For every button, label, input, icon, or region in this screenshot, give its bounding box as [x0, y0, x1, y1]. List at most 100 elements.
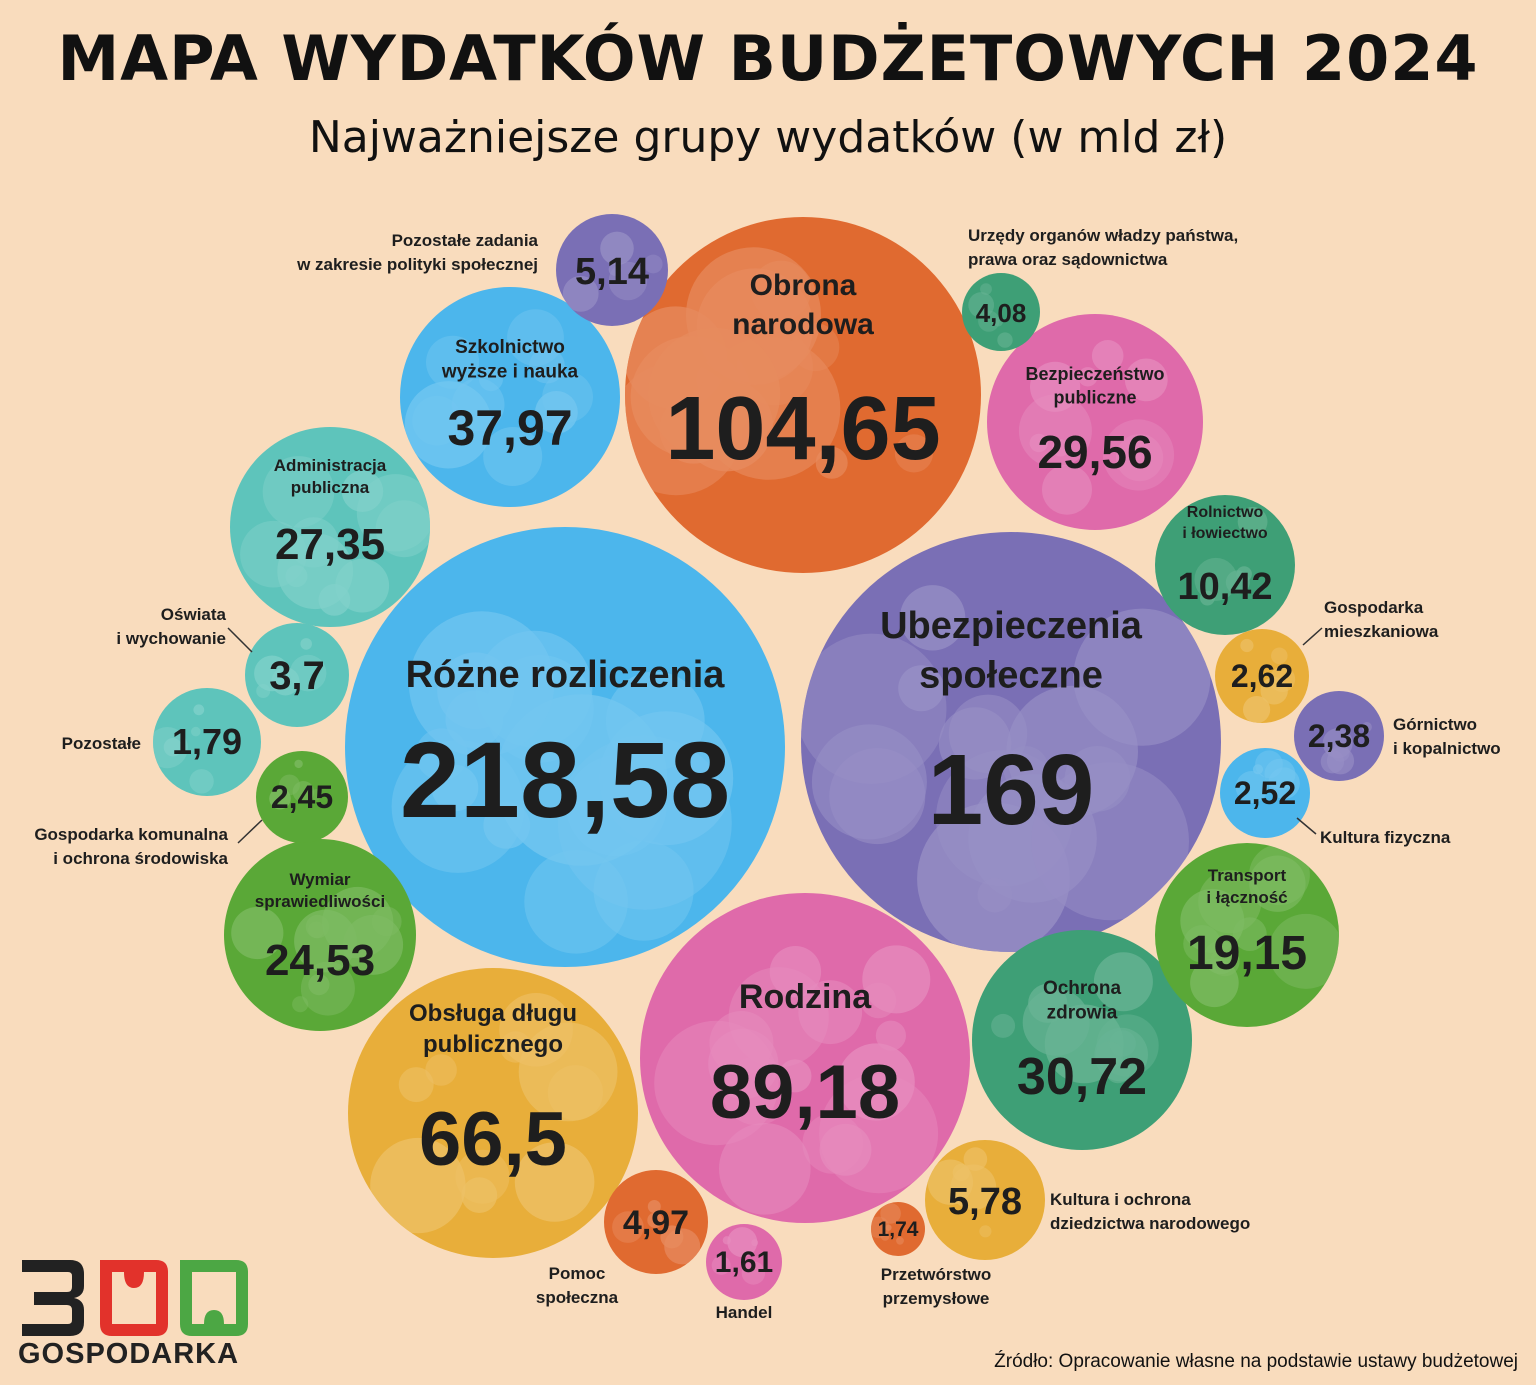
bubble-texture [968, 283, 1013, 348]
bubble-value: 19,15 [1187, 927, 1307, 980]
bubble-value: 89,18 [710, 1050, 900, 1135]
bubble-label: Wymiar [289, 870, 350, 889]
bubble-4: Obsługa długu publicznego 66,5 [348, 968, 638, 1258]
bubble-7: Bezpieczeństwo publiczne 29,56 [987, 314, 1203, 530]
bubble-texture [370, 993, 618, 1234]
leader-line [1302, 627, 1323, 646]
bubble-label: Handel [716, 1303, 773, 1322]
bubble-label: społeczne [919, 654, 1103, 696]
leader-line [1296, 817, 1317, 835]
bubble-label: Rolnictwo [1187, 504, 1264, 521]
bubble-value: 104,65 [665, 379, 940, 479]
bubble-label: Gospodarka komunalna [34, 825, 228, 844]
bubble-2: Obrona narodowa 104,65 [625, 217, 981, 573]
bubble-texture [801, 585, 1211, 952]
bubble-label: narodowa [732, 308, 874, 341]
leader-line [227, 627, 253, 653]
bubble-15: 4,08 Urzędy organów władzy państwa, prawa … [962, 226, 1238, 351]
bubble-texture [654, 945, 939, 1215]
bubble-label: sprawiedliwości [255, 892, 385, 911]
bubble-label: wyższe i nauka [441, 362, 579, 383]
bubble-14: 4,97 Pomoc społeczna [536, 1170, 708, 1307]
bubble-5: Szkolnictwo wyższe i nauka 37,97 [400, 287, 620, 507]
bubble-texture [1320, 722, 1372, 775]
bubble-label: publicznego [423, 1031, 563, 1058]
bubble-value: 24,53 [265, 936, 375, 985]
bubble-texture [391, 611, 734, 954]
bubble-label: Oświata [161, 605, 227, 624]
bubble-texture [711, 1227, 766, 1285]
bubble-label: i wychowanie [116, 629, 226, 648]
bubble-circle [153, 688, 261, 796]
bubble-1: Ubezpieczenia społeczne 169 [801, 532, 1221, 952]
bubble-label: Administracja [274, 456, 387, 475]
bubble-texture [1240, 638, 1296, 723]
bubble-label: Pozostałe [62, 734, 141, 753]
bubble-value: 5,14 [575, 251, 649, 293]
bubble-label: Kultura i ochrona [1050, 1190, 1191, 1209]
bubble-label: społeczna [536, 1288, 619, 1307]
bubble-texture [991, 952, 1159, 1084]
bubble-value: 4,97 [623, 1204, 689, 1242]
bubble-21: 1,79 Pozostałe [62, 688, 261, 796]
bubble-label: dziedzictwa narodowego [1050, 1214, 1250, 1233]
bubble-value: 29,56 [1037, 426, 1152, 478]
bubble-value: 1,61 [715, 1246, 773, 1279]
bubble-value: 30,72 [1017, 1048, 1147, 1106]
bubble-label: Pozostałe zadania [392, 231, 539, 250]
bubble-texture [1235, 750, 1300, 804]
bubble-value: 218,58 [400, 719, 730, 840]
bubble-value: 2,45 [271, 779, 333, 815]
bubble-value: 5,78 [948, 1181, 1022, 1223]
bubble-10: Transport i łączność 19,15 [1155, 843, 1339, 1027]
bubble-label: i ochrona środowiska [53, 849, 228, 868]
bubble-label: Bezpieczeństwo [1025, 364, 1164, 384]
bubble-circle [987, 314, 1203, 530]
bubble-22: 1,74 Przetwórstwo przemysłowe [871, 1202, 992, 1308]
bubble-texture [1194, 506, 1268, 606]
bubble-value: 10,42 [1177, 566, 1272, 608]
bubble-label: Szkolnictwo [455, 337, 565, 358]
bubble-13: 5,14 Pozostałe zadania w zakresie polityki… [296, 214, 668, 326]
leader-line [237, 819, 263, 844]
bubble-texture [1180, 844, 1339, 1008]
bubble-label: prawa oraz sądownictwa [968, 250, 1168, 269]
bubble-texture [625, 247, 934, 496]
bubble-texture [612, 1200, 701, 1265]
bubble-texture [153, 704, 214, 794]
bubble-texture [404, 309, 593, 486]
bubble-texture [254, 638, 327, 698]
bubble-label: mieszkaniowa [1324, 622, 1439, 641]
bubble-label: Obrona [750, 269, 857, 302]
bubble-label: i łowiectwo [1182, 525, 1268, 542]
bubble-label: Kultura fizyczna [1320, 828, 1451, 847]
chart-subtitle: Najważniejsze grupy wydatków (w mld zł) [308, 112, 1228, 163]
bubble-label: Przetwórstwo [881, 1265, 992, 1284]
bubble-20: 2,38 Górnictwo i kopalnictwo [1294, 691, 1501, 781]
bubble-texture [240, 456, 430, 616]
bubble-label: Górnictwo [1393, 715, 1477, 734]
bubble-8: Administracja publiczna 27,35 [230, 427, 430, 627]
bubble-19: 2,45 Gospodarka komunalna i ochrona środow… [34, 751, 348, 868]
bubble-18: 2,52 Kultura fizyczna [1220, 748, 1451, 847]
bubble-texture [269, 759, 322, 810]
bubble-value: 27,35 [275, 520, 385, 569]
bubble-17: 2,62 Gospodarka mieszkaniowa [1215, 598, 1439, 723]
bubble-label: w zakresie polityki społecznej [296, 255, 538, 274]
bubble-label: Ubezpieczenia [880, 605, 1143, 647]
bubble-value: 66,5 [419, 1097, 567, 1182]
bubble-9: Wymiar sprawiedliwości 24,53 [224, 839, 416, 1031]
bubble-label: i łączność [1206, 888, 1287, 907]
bubble-value: 1,74 [878, 1218, 919, 1241]
bubble-label: Pomoc [549, 1264, 606, 1283]
bubble-texture [231, 886, 404, 1016]
bubble-label: Ochrona [1043, 978, 1122, 999]
bubble-label: Transport [1208, 866, 1287, 885]
bubble-value: 2,62 [1231, 658, 1293, 694]
bubble-6: Ochrona zdrowia 30,72 [972, 930, 1192, 1150]
bubble-value: 1,79 [172, 721, 242, 762]
bubble-value: 2,52 [1234, 775, 1296, 811]
chart-title: MAPA WYDATKÓW BUDŻETOWYCH 2024 [57, 22, 1479, 95]
logo-300-icon [22, 1260, 248, 1336]
